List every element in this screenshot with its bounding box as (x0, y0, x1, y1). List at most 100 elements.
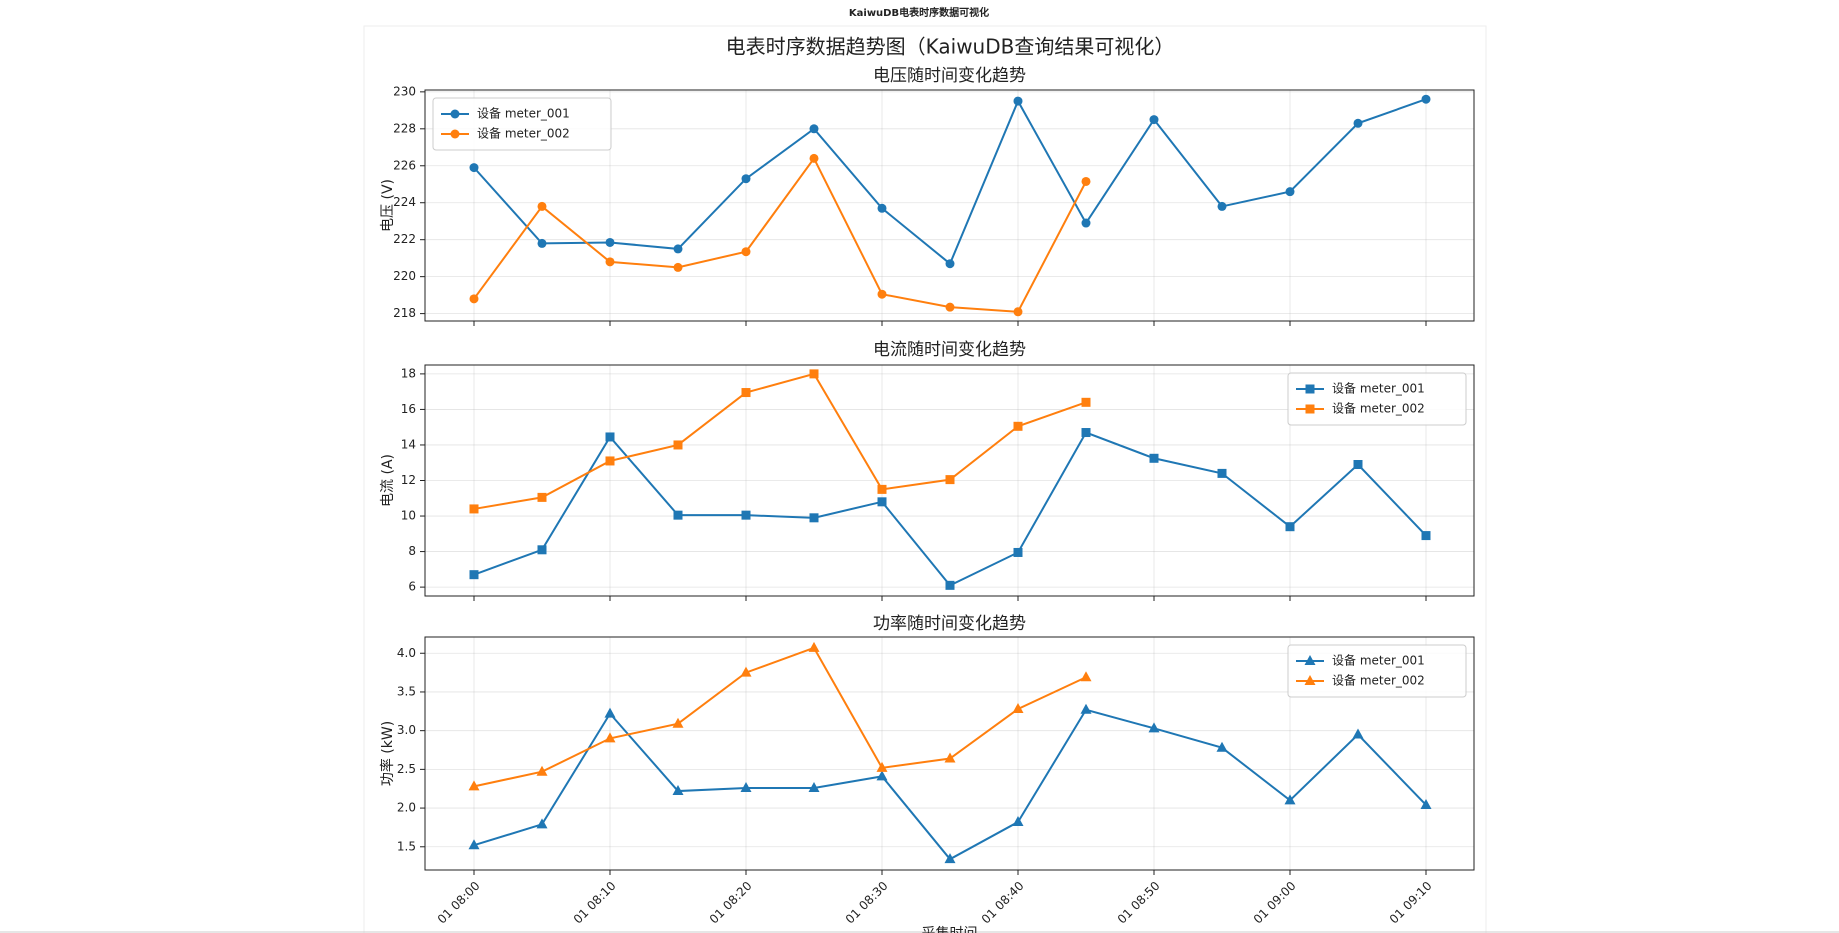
marker (536, 818, 548, 829)
marker (808, 781, 820, 792)
marker (944, 853, 956, 864)
y-axis-label: 电压 (V) (380, 179, 396, 232)
marker (604, 707, 616, 718)
y-tick-label: 218 (393, 306, 416, 320)
marker (1217, 201, 1227, 211)
marker (450, 129, 460, 139)
marker (1421, 531, 1431, 541)
legend-label: 设备 meter_001 (1332, 654, 1425, 668)
marker (468, 839, 480, 850)
y-tick-label: 6 (408, 580, 416, 594)
y-tick-label: 8 (408, 544, 416, 558)
legend-label: 设备 meter_001 (477, 107, 570, 121)
marker (673, 510, 683, 520)
marker (1420, 798, 1432, 809)
marker (1216, 741, 1228, 752)
marker (673, 262, 683, 272)
legend-label: 设备 meter_002 (1332, 402, 1425, 416)
marker (876, 770, 888, 781)
series-line (473, 156, 1087, 313)
marker (469, 294, 479, 304)
marker (1305, 404, 1315, 414)
y-tick-label: 4.0 (397, 646, 416, 660)
legend-label: 设备 meter_002 (1332, 674, 1425, 688)
y-tick-label: 3.0 (397, 723, 416, 737)
series-line (473, 646, 1087, 788)
marker (1013, 307, 1023, 317)
marker (877, 289, 887, 299)
marker (809, 369, 819, 379)
marker (605, 456, 615, 466)
marker (1013, 547, 1023, 557)
marker (1285, 522, 1295, 532)
subplot-title: 功率随时间变化趋势 (873, 614, 1026, 634)
marker (536, 765, 548, 776)
marker (1353, 460, 1363, 470)
marker (945, 259, 955, 269)
y-tick-label: 224 (393, 195, 416, 209)
marker (741, 510, 751, 520)
y-tick-label: 2.5 (397, 762, 416, 776)
x-axis-label: 采集时间 (922, 925, 978, 933)
marker (672, 785, 684, 796)
marker (1285, 187, 1295, 197)
legend-label: 设备 meter_001 (1332, 382, 1425, 396)
marker (1013, 96, 1023, 106)
marker (1217, 468, 1227, 478)
figure-title: 电表时序数据趋势图（KaiwuDB查询结果可视化） (726, 35, 1175, 59)
marker (1353, 118, 1363, 128)
marker (1305, 384, 1315, 394)
marker (673, 244, 683, 254)
legend-label: 设备 meter_002 (477, 127, 570, 141)
marker (945, 302, 955, 312)
subplot-title: 电压随时间变化趋势 (873, 66, 1026, 86)
marker (1080, 671, 1092, 682)
marker (537, 545, 547, 555)
subplot-title: 电流随时间变化趋势 (873, 340, 1026, 360)
marker (741, 247, 751, 257)
figure-card (363, 25, 1487, 933)
y-tick-label: 222 (393, 232, 416, 246)
marker (945, 580, 955, 590)
marker (604, 732, 616, 743)
marker (1012, 816, 1024, 827)
marker (1080, 703, 1092, 714)
y-tick-label: 230 (393, 84, 416, 98)
y-tick-label: 1.5 (397, 839, 416, 853)
marker (877, 497, 887, 507)
marker (469, 570, 479, 580)
marker (1149, 453, 1159, 463)
marker (672, 717, 684, 728)
marker (945, 475, 955, 485)
legend-box (1287, 644, 1467, 698)
marker (1013, 421, 1023, 431)
marker (537, 238, 547, 248)
y-tick-label: 12 (401, 473, 416, 487)
marker (450, 109, 460, 119)
y-tick-label: 226 (393, 158, 416, 172)
marker (809, 153, 819, 163)
y-axis-label: 电流 (A) (380, 454, 396, 507)
marker (537, 492, 547, 502)
marker (605, 237, 615, 247)
marker (809, 513, 819, 523)
marker (740, 781, 752, 792)
marker (808, 641, 820, 652)
marker (809, 124, 819, 134)
marker (673, 440, 683, 450)
marker (1352, 728, 1364, 739)
marker (1421, 94, 1431, 104)
marker (468, 780, 480, 791)
legend-box (1287, 372, 1467, 426)
marker (469, 504, 479, 514)
marker (877, 484, 887, 494)
page-title: KaiwuDB电表时序数据可视化 (849, 6, 989, 19)
y-tick-label: 3.5 (397, 684, 416, 698)
y-tick-label: 10 (401, 509, 416, 523)
y-axis-label: 功率 (kW) (379, 721, 396, 786)
marker (740, 666, 752, 677)
y-tick-label: 16 (401, 402, 416, 416)
marker (1284, 794, 1296, 805)
y-tick-label: 220 (393, 269, 416, 283)
